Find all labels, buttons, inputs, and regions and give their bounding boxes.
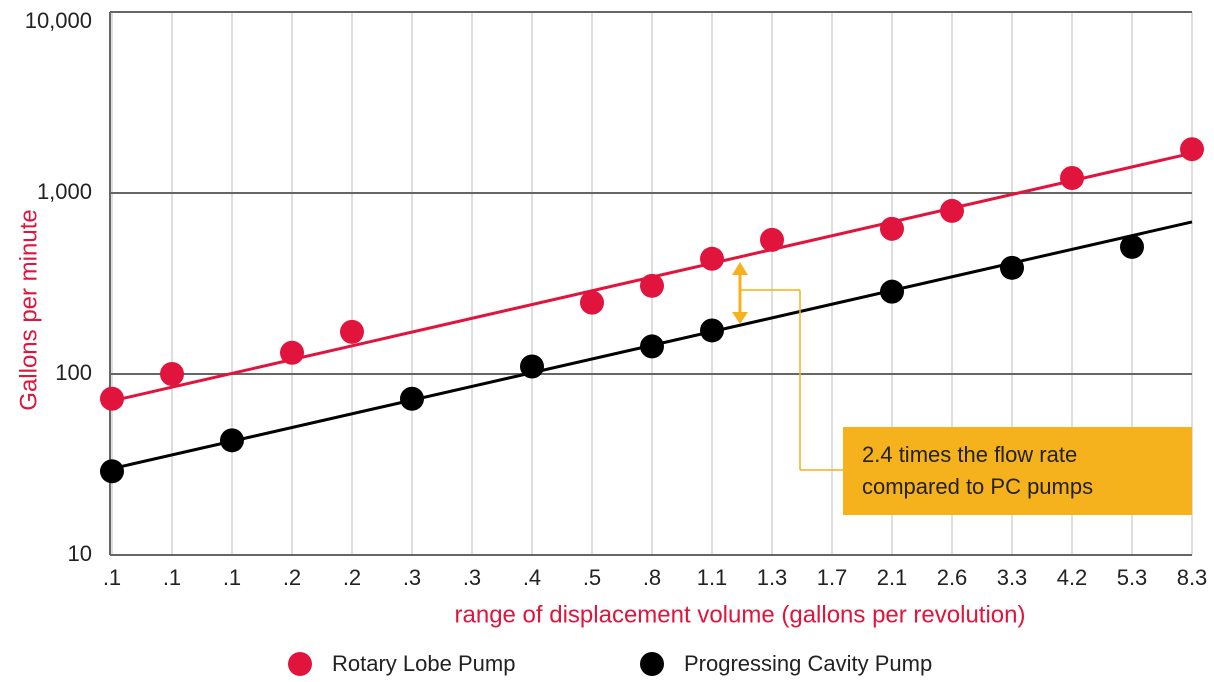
point	[220, 428, 244, 453]
x-tick-label: 5.3	[1117, 565, 1148, 590]
x-axis-label: range of displacement volume (gallons pe…	[455, 601, 1026, 628]
point	[160, 362, 184, 386]
y-tick-label: 1,000	[37, 179, 92, 204]
point	[580, 290, 604, 315]
legend-label: Progressing Cavity Pump	[684, 651, 932, 676]
point	[1180, 137, 1204, 162]
point	[640, 273, 664, 298]
x-tick-label: .3	[463, 565, 481, 590]
annotation-text: compared to PC pumps	[862, 474, 1093, 499]
point	[1120, 234, 1144, 259]
x-tick-label: 3.3	[997, 565, 1028, 590]
point	[700, 246, 724, 271]
point	[640, 334, 664, 359]
x-tick-label: 4.2	[1057, 565, 1088, 590]
x-tick-label: 8.3	[1177, 565, 1208, 590]
annotation-box	[843, 427, 1192, 515]
point	[1000, 255, 1024, 280]
x-tick-label: .4	[523, 565, 541, 590]
y-axis-label: Gallons per minute	[15, 209, 42, 410]
x-tick-label: .2	[283, 565, 301, 590]
point	[760, 227, 784, 252]
legend-marker	[288, 652, 312, 676]
point	[1060, 166, 1084, 191]
x-tick-label: .3	[403, 565, 421, 590]
point	[880, 279, 904, 304]
x-tick-label: .5	[583, 565, 601, 590]
x-tick-label: 1.1	[697, 565, 728, 590]
point	[700, 318, 724, 343]
point	[100, 386, 124, 411]
point	[520, 354, 544, 379]
point	[100, 459, 124, 484]
point	[400, 386, 424, 411]
x-tick-label: .1	[103, 565, 121, 590]
annotation-connector	[732, 262, 843, 471]
annotation-text: 2.4 times the flow rate	[862, 442, 1077, 467]
x-tick-label: .1	[163, 565, 181, 590]
x-tick-label: 1.3	[757, 565, 788, 590]
x-tick-label: 1.7	[817, 565, 848, 590]
x-tick-label: .2	[343, 565, 361, 590]
y-tick-label: 100	[55, 360, 92, 385]
x-tick-label: .1	[223, 565, 241, 590]
y-tick-label: 10	[68, 541, 92, 566]
point	[340, 319, 364, 344]
x-tick-label: 2.6	[937, 565, 968, 590]
y-tick-label: 10,000	[25, 8, 92, 33]
x-tick-label: 2.1	[877, 565, 908, 590]
point	[880, 216, 904, 241]
point	[940, 198, 964, 223]
legend-label: Rotary Lobe Pump	[332, 651, 515, 676]
point	[280, 340, 304, 365]
x-tick-label: .8	[643, 565, 661, 590]
legend-marker	[640, 652, 664, 676]
